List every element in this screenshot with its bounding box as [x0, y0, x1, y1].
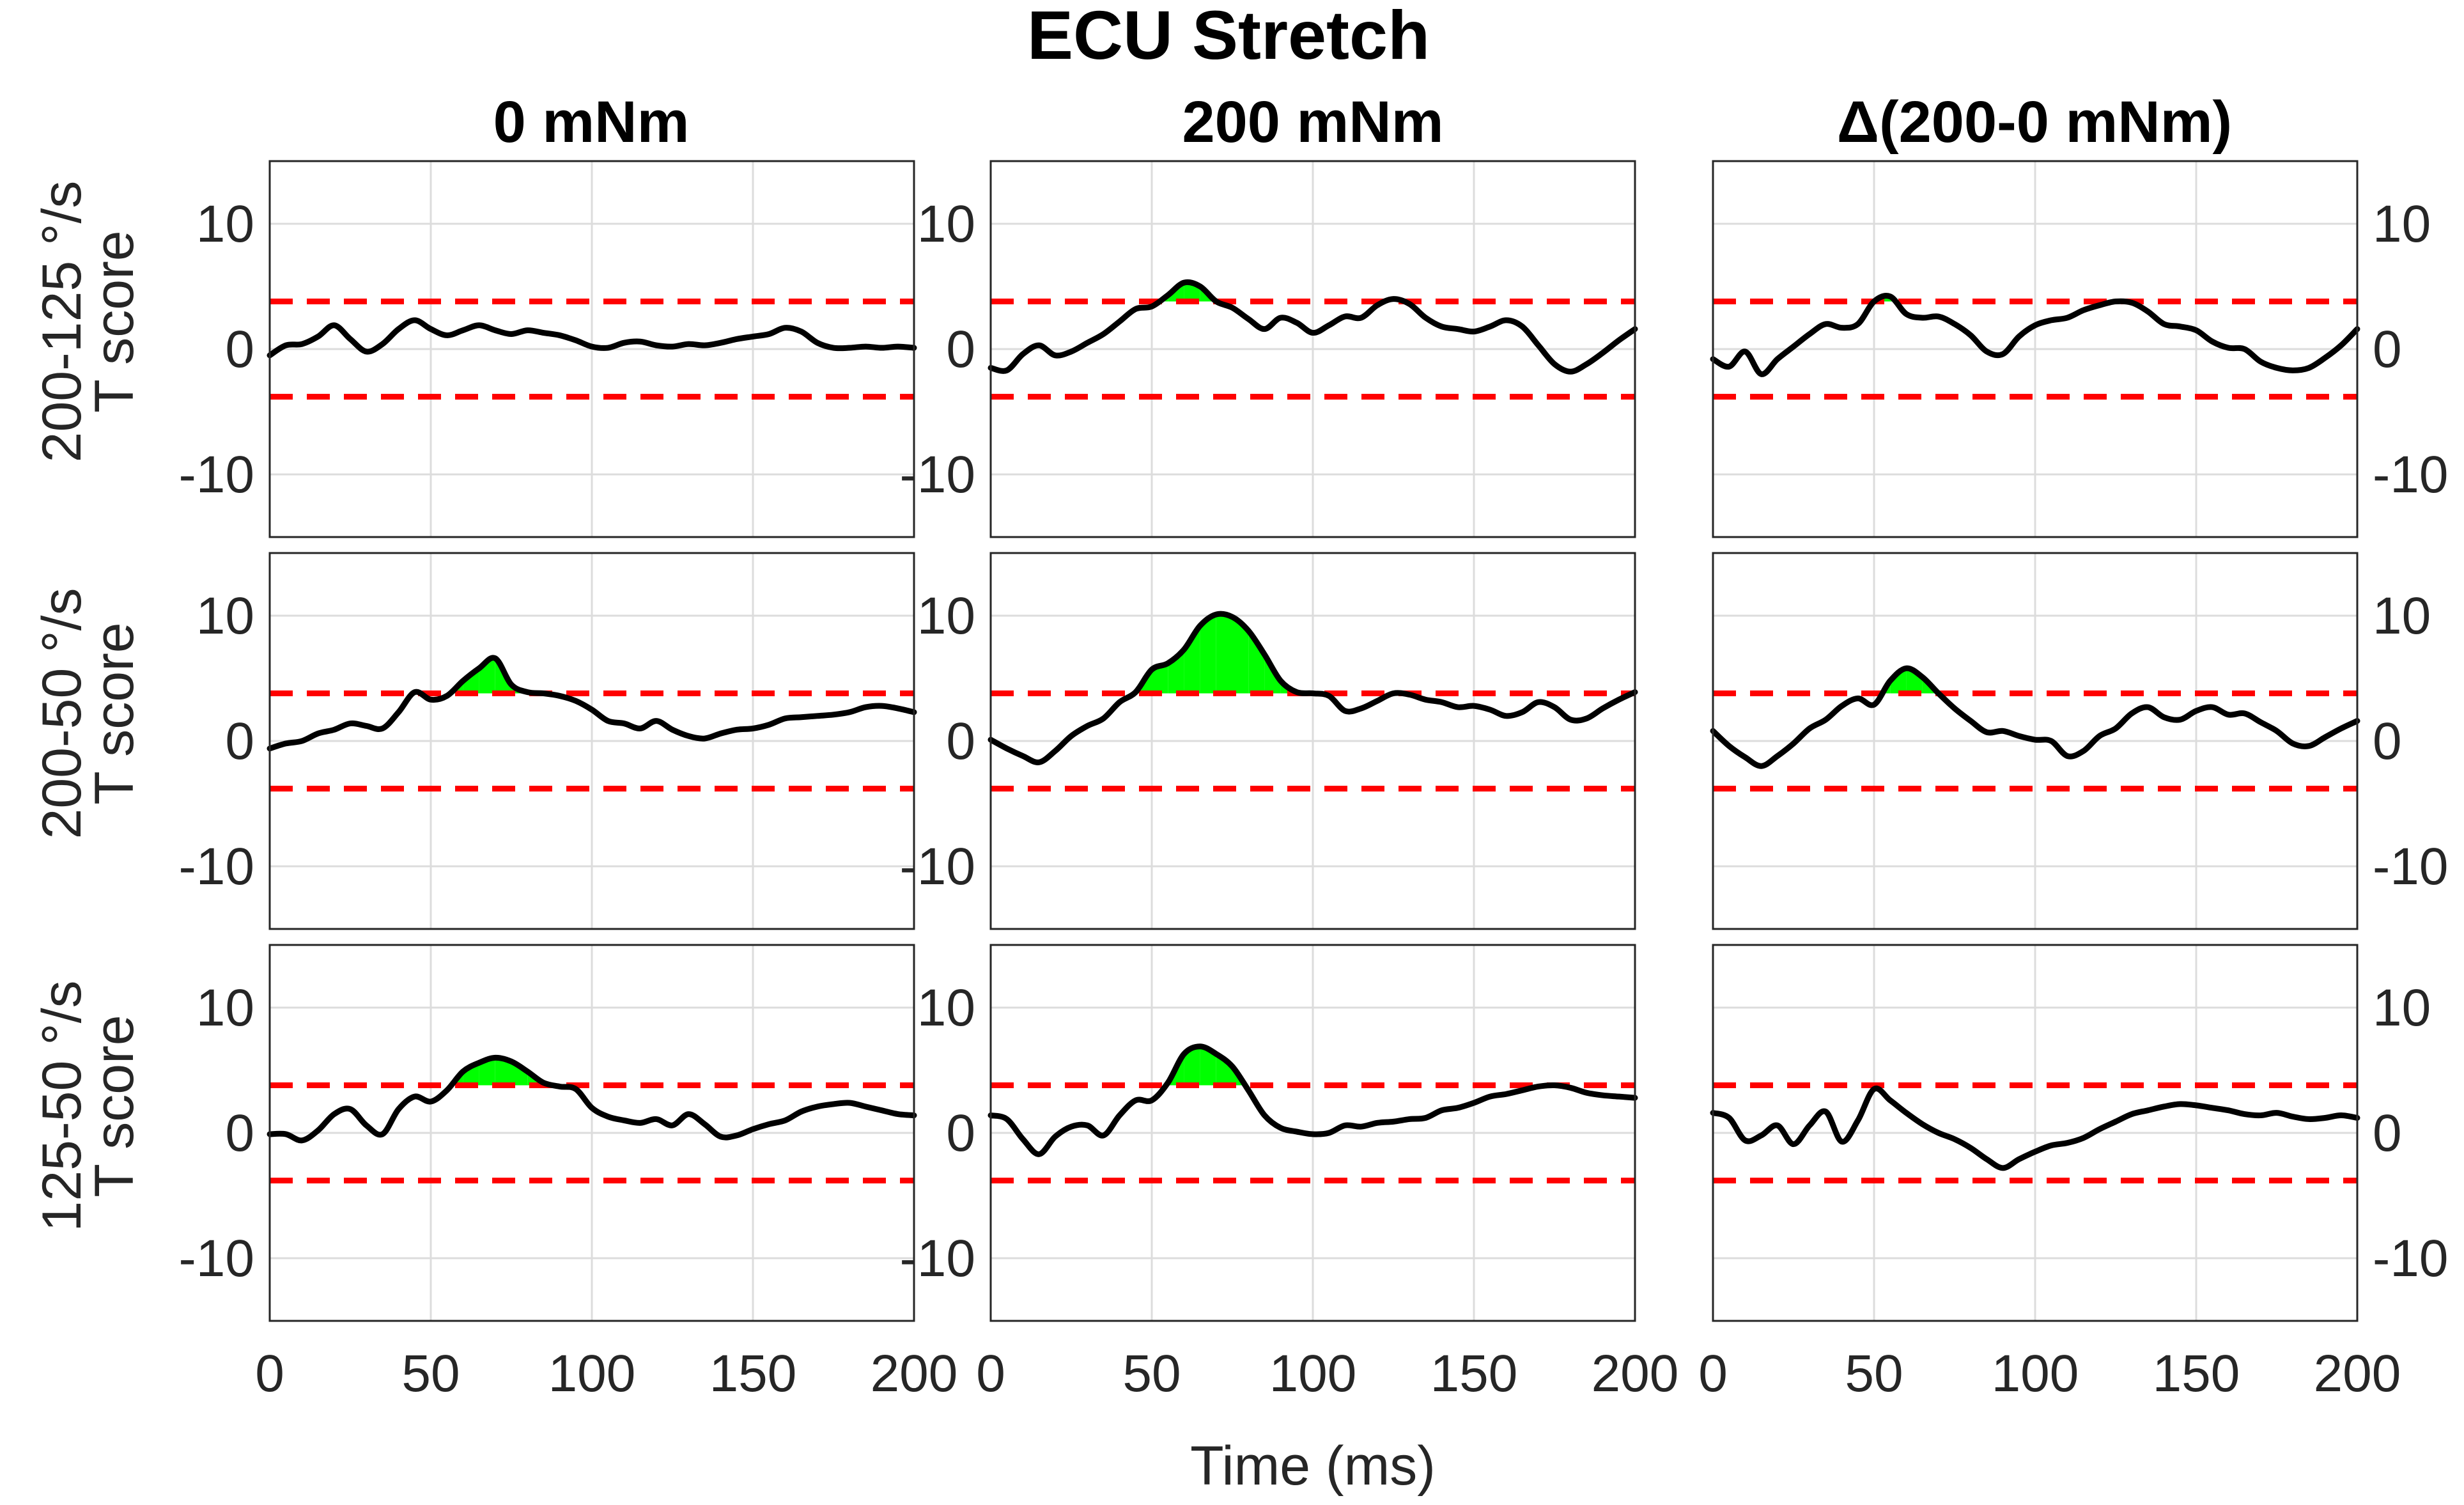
significant-cluster-fill [1184, 1046, 1200, 1086]
x-tick-label: 150 [2153, 1345, 2240, 1403]
significant-cluster-fill [495, 1057, 511, 1086]
y-tick-label: 0 [946, 712, 975, 770]
x-tick-label: 50 [1845, 1345, 1903, 1403]
panel-r0-c0: 10 0 -10 [178, 160, 917, 538]
y-tick-label: 0 [2373, 1104, 2402, 1162]
significant-cluster-fill [1232, 616, 1249, 694]
row-label-0: 200-125 °/s [31, 181, 93, 463]
y-tick-label: -10 [178, 1229, 254, 1288]
y-tick-label: 0 [946, 320, 975, 378]
tscore-trace [988, 279, 1638, 375]
y-tick-label: 10 [196, 195, 254, 253]
significant-cluster-fill [1200, 614, 1216, 694]
significant-cluster-fill [1906, 668, 1923, 694]
y-tick-label: 10 [917, 195, 975, 253]
axes-border [989, 552, 1636, 930]
panel-r1-c0: 10 0 -10 [178, 552, 917, 930]
y-tick-label: -10 [2373, 1229, 2449, 1288]
axes-border [989, 944, 1636, 1322]
axes-border [268, 944, 915, 1322]
y-tick-label: 10 [196, 587, 254, 645]
y-tick-label: 10 [2373, 195, 2431, 253]
significant-cluster-fill [1200, 1046, 1216, 1086]
tscore-trace [1710, 293, 2360, 377]
significant-cluster-fill [479, 1057, 495, 1086]
y-tick-label: 10 [196, 979, 254, 1037]
y-tick-label: -10 [2373, 838, 2449, 896]
panel-r0-c2: 10 0 -10 [1710, 160, 2449, 538]
significant-cluster-fill [1152, 663, 1168, 694]
panel-r1-c2: 10 0 -10 [1710, 552, 2449, 930]
x-tick-label: 0 [1698, 1345, 1728, 1403]
column-title-0: 0 mNm [493, 90, 690, 155]
tscore-trace [267, 317, 917, 359]
tscore-trace [1710, 665, 2360, 769]
x-tick-label: 150 [709, 1345, 797, 1403]
row-label-1: 200-50 °/s [31, 588, 93, 839]
ylabel-row-2: T score [84, 1015, 145, 1197]
x-axis-label: Time (ms) [1190, 1435, 1436, 1497]
y-tick-label: 0 [225, 1104, 254, 1162]
y-tick-label: -10 [2373, 446, 2449, 504]
x-tick-label: 100 [1269, 1345, 1357, 1403]
panel-r2-c2: 100-100 50 100 150 200 [1698, 944, 2449, 1403]
x-tick-label: 200 [1592, 1345, 1679, 1403]
y-tick-label: 0 [2373, 320, 2402, 378]
significant-cluster-fill [1890, 668, 1907, 694]
x-tick-label: 0 [976, 1345, 1005, 1403]
y-tick-label: -10 [178, 838, 254, 896]
ylabel-row-0: T score [84, 230, 145, 412]
axes-border [1712, 160, 2359, 538]
panels: 100-10100-10100-10100-10100-10100-10100-… [178, 160, 2449, 1403]
axes-border [1712, 944, 2359, 1322]
significant-cluster-fill [511, 1061, 528, 1086]
column-title-2: Δ(200-0 mNm) [1837, 90, 2232, 155]
panel-r2-c0: 100-100 50 100 150 200 [178, 944, 958, 1403]
x-tick-label: 150 [1430, 1345, 1518, 1403]
y-tick-label: 0 [2373, 712, 2402, 770]
x-tick-label: 200 [871, 1345, 958, 1403]
y-tick-label: -10 [899, 1229, 975, 1288]
significant-cluster-fill [1216, 614, 1232, 694]
axes-border [268, 552, 915, 930]
ylabel-row-1: T score [84, 622, 145, 804]
y-tick-label: 10 [2373, 587, 2431, 645]
x-tick-label: 50 [1122, 1345, 1181, 1403]
significant-cluster-fill [1248, 630, 1265, 694]
y-tick-label: -10 [899, 446, 975, 504]
significant-cluster-fill [1216, 1054, 1232, 1086]
y-tick-label: 0 [225, 712, 254, 770]
x-tick-label: 50 [401, 1345, 460, 1403]
axes-border [989, 160, 1636, 538]
axes-border [268, 160, 915, 538]
significant-cluster-fill [463, 1063, 479, 1086]
x-tick-label: 100 [1992, 1345, 2079, 1403]
tscore-trace [988, 611, 1638, 765]
y-tick-label: 10 [917, 587, 975, 645]
y-tick-label: 10 [2373, 979, 2431, 1037]
axes-border [1712, 552, 2359, 930]
column-title-1: 200 mNm [1182, 90, 1443, 155]
y-tick-label: 0 [946, 1104, 975, 1162]
row-label-2: 125-50 °/s [31, 981, 93, 1232]
x-tick-label: 200 [2314, 1345, 2401, 1403]
tscore-trace [267, 655, 917, 752]
panel-r1-c1: 10 0 -10 [899, 552, 1638, 930]
y-tick-label: 10 [917, 979, 975, 1037]
x-tick-label: 100 [548, 1345, 636, 1403]
tscore-trace [988, 1043, 1638, 1157]
panel-r0-c1: 10 0 -10 [899, 160, 1638, 538]
panel-r2-c1: 100-100 50 100 150 200 [899, 944, 1679, 1403]
y-tick-label: -10 [899, 838, 975, 896]
y-tick-label: -10 [178, 446, 254, 504]
significant-cluster-fill [1184, 625, 1200, 694]
y-tick-label: 0 [225, 320, 254, 378]
tscore-trace [1710, 1086, 2360, 1171]
x-tick-label: 0 [255, 1345, 284, 1403]
tscore-trace [267, 1054, 917, 1144]
chart-title: ECU Stretch [1027, 0, 1430, 74]
